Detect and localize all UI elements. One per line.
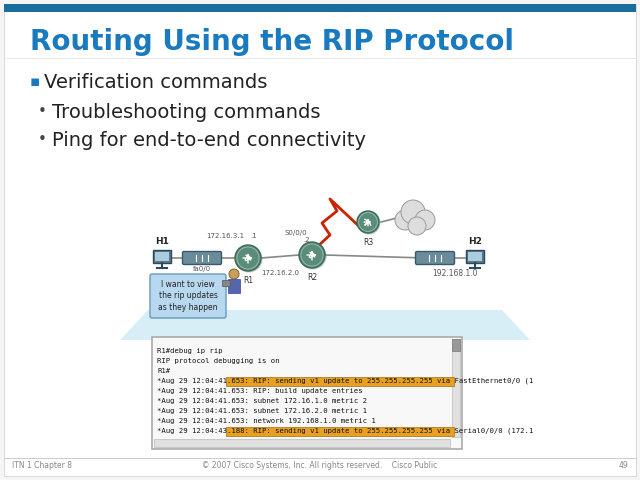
Text: R1#: R1#: [157, 368, 170, 374]
Bar: [452, 339, 460, 351]
Text: Verification commands: Verification commands: [44, 72, 268, 92]
Circle shape: [299, 242, 325, 268]
Text: *Aug 29 12:04:41.653: subnet 172.16.2.0 metric 1: *Aug 29 12:04:41.653: subnet 172.16.2.0 …: [157, 408, 367, 414]
Text: RIP protocol debugging is on: RIP protocol debugging is on: [157, 358, 280, 364]
Text: R3: R3: [363, 238, 373, 247]
Text: 192.168.1.0: 192.168.1.0: [432, 269, 477, 278]
Text: 172.16.3.1: 172.16.3.1: [206, 233, 244, 239]
Bar: [452, 339, 460, 437]
Text: *Aug 29 12:04:43.188: RIP: sending v1 update to 255.255.255.255 via Serial0/0/0 : *Aug 29 12:04:43.188: RIP: sending v1 up…: [157, 428, 533, 434]
Text: •: •: [38, 105, 47, 120]
Text: ITN 1 Chapter 8: ITN 1 Chapter 8: [12, 461, 72, 470]
Bar: [466, 250, 484, 263]
Bar: [228, 279, 240, 293]
Text: H2: H2: [468, 237, 482, 246]
Circle shape: [235, 245, 261, 271]
Text: I want to view
the rip updates
as they happen: I want to view the rip updates as they h…: [158, 280, 218, 312]
Text: Routing Using the RIP Protocol: Routing Using the RIP Protocol: [30, 28, 514, 56]
FancyBboxPatch shape: [182, 252, 221, 264]
FancyBboxPatch shape: [150, 274, 226, 318]
Bar: [154, 439, 450, 447]
Bar: [222, 280, 230, 286]
Text: 49: 49: [618, 461, 628, 470]
Circle shape: [408, 217, 426, 235]
Text: ▪: ▪: [30, 74, 40, 89]
Text: •: •: [38, 132, 47, 147]
Bar: [148, 200, 502, 320]
Text: R2: R2: [307, 273, 317, 282]
Text: Troubleshooting commands: Troubleshooting commands: [52, 103, 321, 121]
Circle shape: [358, 212, 380, 234]
Circle shape: [300, 243, 326, 269]
Text: Ping for end-to-end connectivity: Ping for end-to-end connectivity: [52, 131, 366, 149]
Text: .2: .2: [304, 237, 310, 243]
Text: fa0/0: fa0/0: [193, 266, 211, 272]
Bar: [152, 337, 462, 449]
Text: 172.16.2.0: 172.16.2.0: [261, 270, 299, 276]
FancyBboxPatch shape: [415, 252, 454, 264]
Circle shape: [415, 210, 435, 230]
Bar: [226, 377, 454, 385]
Text: *Aug 29 12:04:41.653: RIP: sending v1 update to 255.255.255.255 via FastEthernet: *Aug 29 12:04:41.653: RIP: sending v1 up…: [157, 378, 533, 384]
Text: © 2007 Cisco Systems, Inc. All rights reserved.    Cisco Public: © 2007 Cisco Systems, Inc. All rights re…: [202, 461, 438, 470]
Circle shape: [229, 269, 239, 279]
Text: R1#debug ip rip: R1#debug ip rip: [157, 348, 223, 354]
Circle shape: [357, 211, 379, 233]
Bar: [153, 250, 171, 263]
Bar: [4, 4, 636, 12]
Circle shape: [401, 200, 425, 224]
Text: *Aug 29 12:04:41.653: network 192.168.1.0 metric 1: *Aug 29 12:04:41.653: network 192.168.1.…: [157, 418, 376, 424]
Text: S0/0/0: S0/0/0: [284, 230, 307, 236]
Circle shape: [395, 210, 415, 230]
Polygon shape: [120, 310, 530, 340]
Text: *Aug 29 12:04:41.653: RIP: build update entries: *Aug 29 12:04:41.653: RIP: build update …: [157, 388, 363, 394]
Text: *Aug 29 12:04:41.653: subnet 172.16.1.0 metric 2: *Aug 29 12:04:41.653: subnet 172.16.1.0 …: [157, 398, 367, 404]
Circle shape: [236, 246, 262, 272]
Bar: [468, 252, 482, 261]
Text: H1: H1: [155, 237, 169, 246]
Bar: [155, 252, 169, 261]
Bar: [226, 427, 454, 435]
Text: R1: R1: [243, 276, 253, 285]
Text: .1: .1: [250, 233, 257, 239]
